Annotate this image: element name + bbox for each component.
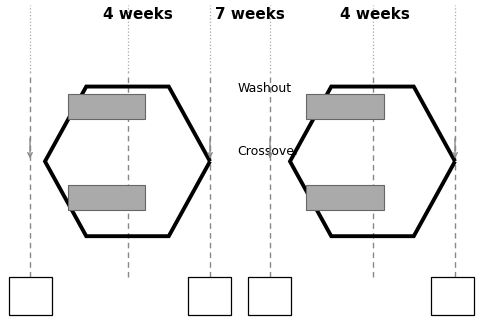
Text: Crossover: Crossover bbox=[238, 145, 300, 158]
FancyBboxPatch shape bbox=[306, 94, 384, 119]
FancyBboxPatch shape bbox=[68, 94, 145, 119]
FancyBboxPatch shape bbox=[68, 185, 145, 210]
FancyBboxPatch shape bbox=[248, 277, 290, 315]
Text: Placebo: Placebo bbox=[82, 191, 131, 204]
Text: 4 weeks: 4 weeks bbox=[102, 7, 172, 22]
Text: EIL: EIL bbox=[97, 100, 116, 113]
Text: Placebo: Placebo bbox=[320, 100, 369, 113]
FancyBboxPatch shape bbox=[188, 277, 230, 315]
Text: 7 weeks: 7 weeks bbox=[215, 7, 285, 22]
Text: V4: V4 bbox=[444, 289, 460, 302]
Text: 4 weeks: 4 weeks bbox=[340, 7, 410, 22]
Text: Washout: Washout bbox=[238, 82, 292, 95]
Text: EIL: EIL bbox=[336, 191, 354, 204]
Text: V2: V2 bbox=[201, 289, 218, 302]
FancyBboxPatch shape bbox=[9, 277, 51, 315]
Text: V1: V1 bbox=[22, 289, 38, 302]
Text: V3: V3 bbox=[261, 289, 278, 302]
FancyBboxPatch shape bbox=[431, 277, 474, 315]
FancyBboxPatch shape bbox=[306, 185, 384, 210]
